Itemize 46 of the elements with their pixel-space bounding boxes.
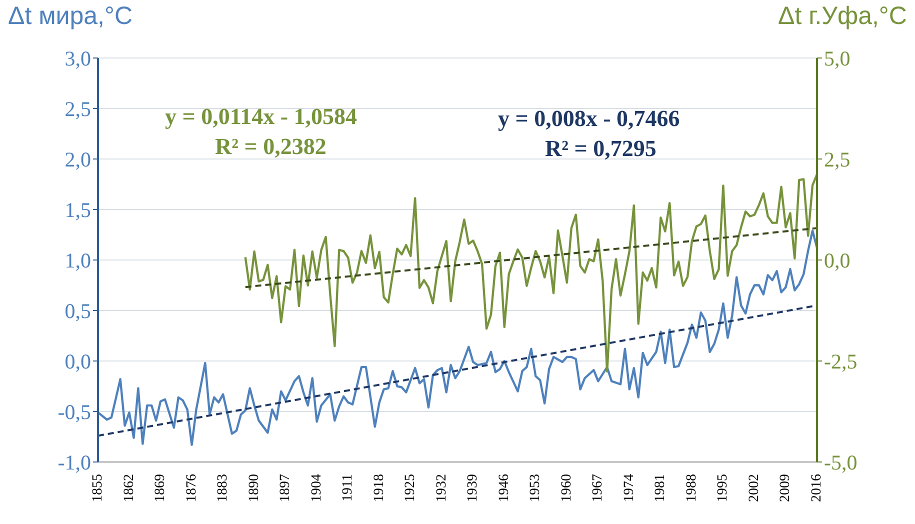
x-tick-label: 2009 bbox=[778, 474, 794, 502]
x-tick-label: 1953 bbox=[528, 474, 544, 502]
x-tick-label: 2016 bbox=[810, 474, 824, 502]
x-tick-label: 1862 bbox=[122, 474, 137, 502]
line-series bbox=[98, 230, 817, 446]
x-tick-label: 2002 bbox=[746, 474, 762, 502]
annotation: y = 0,008x - 0,7466 bbox=[498, 106, 680, 132]
y-tick-label: 1,0 bbox=[64, 248, 91, 272]
annotation: y = 0,0114x - 1,0584 bbox=[165, 104, 357, 130]
x-tick-label: 1932 bbox=[434, 474, 450, 502]
x-tick-label: 1904 bbox=[309, 474, 324, 502]
x-tick-label: 1918 bbox=[372, 474, 387, 502]
x-tick-label: 1981 bbox=[653, 474, 668, 502]
annotation: R² = 0,7295 bbox=[545, 136, 656, 162]
y-axis-title: Δt мира,°C bbox=[8, 2, 133, 31]
x-tick-label: 1911 bbox=[340, 474, 356, 502]
x-tick-label: 1939 bbox=[466, 474, 481, 502]
y-tick-label: 0,5 bbox=[64, 298, 91, 323]
x-tick-label: 1967 bbox=[590, 474, 606, 502]
x-tick-label: 1869 bbox=[153, 474, 168, 502]
y2-tick-label: 5,0 bbox=[824, 46, 850, 70]
y-tick-label: -1,0 bbox=[58, 450, 91, 474]
x-tick-label: 1925 bbox=[403, 474, 418, 502]
x-tick-label: 1946 bbox=[496, 474, 512, 502]
y2-tick-label: 2,5 bbox=[824, 147, 850, 172]
x-tick-label: 1960 bbox=[559, 474, 574, 502]
y-tick-label: 2,0 bbox=[64, 147, 91, 172]
y-tick-label: 0,0 bbox=[64, 349, 91, 374]
y2-tick-label: 0,0 bbox=[824, 248, 850, 272]
x-tick-label: 1897 bbox=[278, 474, 294, 502]
y-tick-label: 3,0 bbox=[64, 46, 91, 70]
annotation: R² = 0,2382 bbox=[215, 134, 326, 160]
x-tick-label: 1876 bbox=[184, 474, 200, 502]
x-tick-label: 1988 bbox=[684, 474, 700, 502]
x-tick-label: 1883 bbox=[216, 474, 231, 502]
y2-axis-title: Δt г.Уфа,°C bbox=[778, 2, 907, 31]
x-tick-label: 1995 bbox=[716, 474, 731, 502]
line-series bbox=[244, 173, 817, 373]
x-tick-label: 1890 bbox=[246, 474, 262, 502]
y-tick-label: -0,5 bbox=[58, 400, 91, 424]
x-tick-label: 1855 bbox=[90, 474, 106, 502]
y2-tick-label: -2,5 bbox=[824, 349, 858, 374]
y-tick-label: 1,5 bbox=[64, 198, 91, 222]
y-tick-label: 2,5 bbox=[64, 96, 91, 121]
x-tick-label: 1974 bbox=[622, 474, 637, 502]
y2-tick-label: -5,0 bbox=[824, 450, 858, 474]
